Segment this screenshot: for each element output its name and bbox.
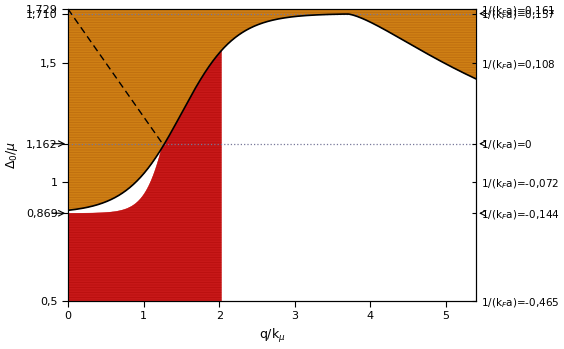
X-axis label: q/k$_{\mu}$: q/k$_{\mu}$	[259, 327, 285, 345]
Y-axis label: $\Delta_0/\mu$: $\Delta_0/\mu$	[4, 141, 20, 169]
